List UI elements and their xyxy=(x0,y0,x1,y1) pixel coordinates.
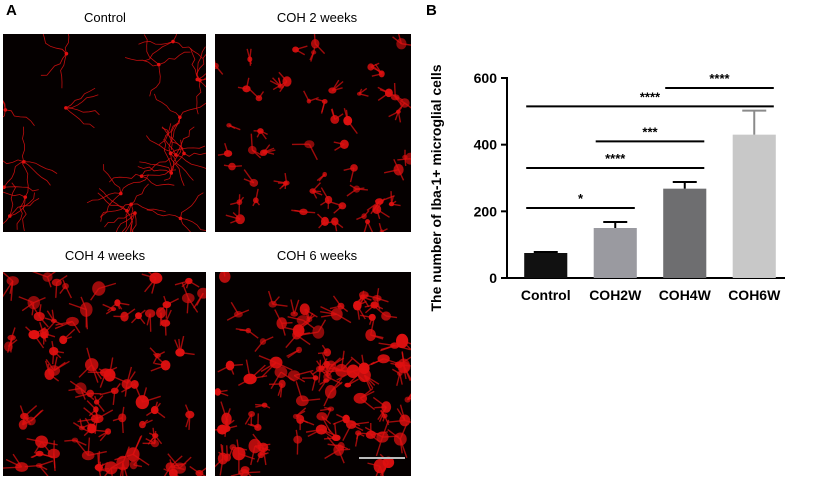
x-tick-label: COH4W xyxy=(659,287,712,303)
x-tick-label: COH2W xyxy=(589,287,642,303)
image-title-coh-2-weeks: COH 2 weeks xyxy=(276,10,358,25)
micrograph-coh-6-weeks xyxy=(215,272,411,476)
y-axis-label: The number of Iba-1+ microglial cells xyxy=(428,64,444,311)
micrograph-coh-4-weeks xyxy=(3,272,206,476)
x-tick-label: COH6W xyxy=(728,287,781,303)
y-tick-label: 200 xyxy=(474,203,498,219)
bar-coh2w xyxy=(593,228,637,278)
y-tick-label: 0 xyxy=(489,270,497,286)
micrograph-coh-2-weeks xyxy=(215,34,411,232)
x-tick-label: Control xyxy=(521,287,571,303)
bar-chart: 0 200 400 600 The number of Iba-1+ microglia… xyxy=(428,64,785,312)
micrograph-control xyxy=(3,34,206,232)
image-title-control: Control xyxy=(84,10,126,25)
bar-control xyxy=(524,253,568,278)
significance-label: *** xyxy=(642,124,658,139)
y-tick-label: 600 xyxy=(474,70,498,86)
significance-label: * xyxy=(578,191,584,206)
bar-coh4w xyxy=(663,188,707,278)
bar-coh6w xyxy=(732,134,776,278)
panel-a-letter: A xyxy=(6,2,17,19)
significance-label: **** xyxy=(605,151,626,166)
significance-label: **** xyxy=(709,71,730,86)
image-title-coh-6-weeks: COH 6 weeks xyxy=(276,248,358,263)
significance-label: **** xyxy=(640,89,661,104)
panel-b-letter: B xyxy=(426,2,437,19)
image-title-coh-4-weeks: COH 4 weeks xyxy=(64,248,146,263)
y-tick-label: 400 xyxy=(474,137,498,153)
